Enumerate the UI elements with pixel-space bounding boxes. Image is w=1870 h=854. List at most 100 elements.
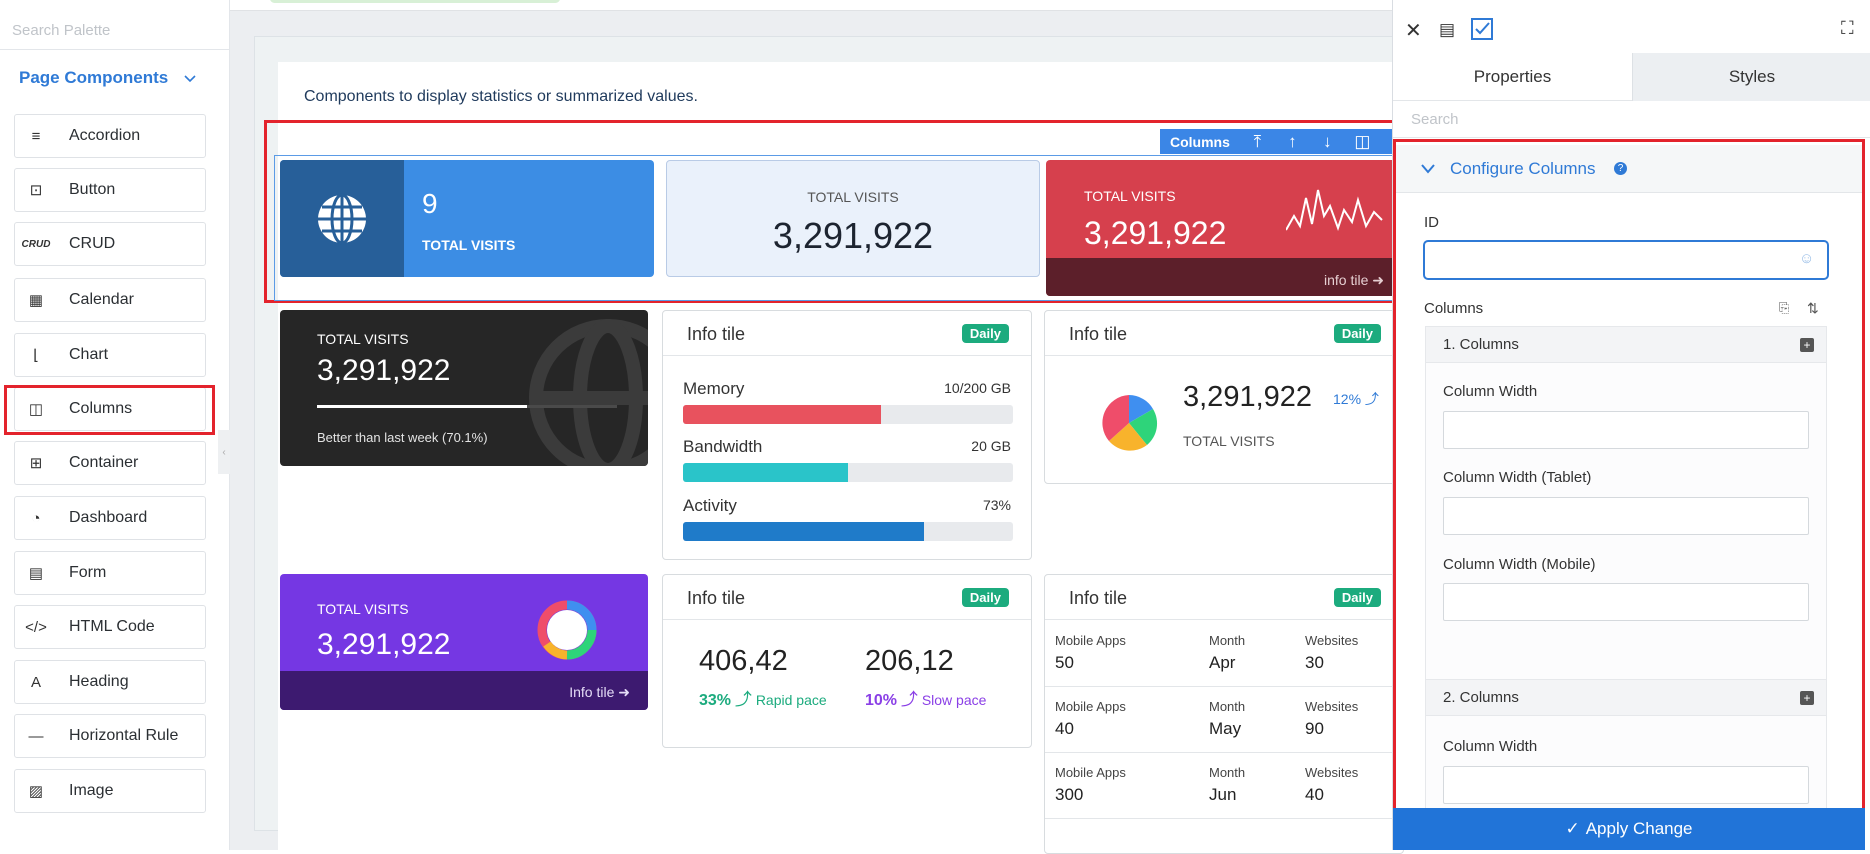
palette-item-heading[interactable]: A Heading — [14, 660, 206, 704]
palette-item-crud[interactable]: CRUD CRUD — [14, 222, 206, 266]
stat-value: 9 — [422, 188, 438, 219]
apply-change-button[interactable]: ✓ Apply Change — [1393, 808, 1865, 850]
footer-text: info tile — [1324, 272, 1369, 288]
palette-item-html-code[interactable]: </> HTML Code — [14, 605, 206, 649]
move-down-icon[interactable]: ↓ — [1323, 131, 1332, 151]
table-header: Month — [1209, 633, 1246, 648]
palette-item-horizontal-rule[interactable]: — Horizontal Rule — [14, 714, 206, 758]
column-width-input[interactable] — [1443, 766, 1809, 804]
info-card-progress[interactable]: Info tile Daily Memory 10/200 GB Bandwid… — [662, 310, 1032, 560]
table-header: Month — [1209, 765, 1246, 780]
progress-value: 10/200 GB — [944, 380, 1011, 396]
close-icon[interactable]: ✕ — [1405, 20, 1422, 42]
stat-tile-dark[interactable]: TOTAL VISITS 3,291,922 Better than last … — [280, 310, 648, 466]
tab-styles[interactable]: Styles — [1632, 53, 1870, 101]
palette-item-container[interactable]: ⊞ Container — [14, 441, 206, 485]
column-group-1: 1. Columns + Column Width Column Width (… — [1425, 326, 1827, 680]
info-card-pie[interactable]: Info tile Daily 3,291,922 TOTAL VISITS 1… — [1044, 310, 1404, 484]
move-up-icon[interactable]: ↑ — [1288, 131, 1297, 151]
sort-icon[interactable]: ⇅ — [1807, 300, 1819, 316]
column-group-header[interactable]: 1. Columns + — [1426, 327, 1826, 363]
columns-icon: ◫ — [28, 401, 44, 418]
arrow-circle-icon: ➜ — [618, 684, 630, 700]
palette-item-label: CRUD — [69, 235, 116, 252]
info-card-pace[interactable]: Info tile Daily 406,42 33% ⤴ Rapid pace … — [662, 574, 1032, 748]
column-width-tablet-input[interactable] — [1443, 497, 1809, 535]
table-row: Mobile Apps Month Websites 50 Apr 30 — [1045, 621, 1403, 687]
progress-bar — [317, 405, 617, 408]
palette-item-label: Accordion — [69, 127, 141, 144]
stat-label: TOTAL VISITS — [807, 189, 899, 205]
table-cell: 30 — [1305, 653, 1324, 672]
panel-tabs: Properties Styles — [1393, 53, 1870, 101]
help-icon[interactable]: ? — [1614, 162, 1627, 175]
tab-properties[interactable]: Properties — [1393, 53, 1632, 101]
table-header: Websites — [1305, 699, 1359, 714]
palette-item-label: Image — [69, 782, 114, 799]
card-header: Info tile Daily — [1045, 311, 1403, 356]
stat-value: 3,291,922 — [1183, 381, 1313, 413]
fullscreen-icon[interactable]: ⛶ — [1841, 18, 1854, 38]
checkbox-checked-icon[interactable] — [1471, 18, 1493, 46]
tile-footer-link[interactable]: info tile ➜ — [1324, 272, 1384, 289]
configure-columns-header[interactable]: Configure Columns ? — [1396, 145, 1864, 193]
progress-value: 20 GB — [971, 438, 1011, 454]
column-group-title: 2. Columns — [1443, 689, 1519, 706]
calendar-icon: ▦ — [28, 292, 44, 309]
table-header: Websites — [1305, 633, 1359, 648]
palette-item-label: Form — [69, 564, 107, 581]
column-width-input[interactable] — [1443, 411, 1809, 449]
daily-badge: Daily — [961, 324, 1009, 343]
table-header: Mobile Apps — [1055, 633, 1126, 648]
tile-footer — [280, 671, 648, 710]
palette-item-chart[interactable]: ⌊ Chart — [14, 333, 206, 377]
palette-search-input[interactable] — [0, 12, 229, 50]
card-title: Info tile — [1069, 324, 1128, 344]
column-width-mobile-input[interactable] — [1443, 583, 1809, 621]
field-label: Column Width — [1443, 738, 1538, 755]
columns-highlight-box — [4, 385, 215, 435]
image-icon: ▨ — [28, 783, 44, 800]
id-field[interactable] — [1423, 240, 1829, 280]
palette-item-dashboard[interactable]: ◔ Dashboard — [14, 496, 206, 540]
collapse-sidebar-handle[interactable]: ‹ — [218, 430, 230, 474]
stat-label: TOTAL VISITS — [422, 237, 516, 253]
user-lookup-icon[interactable]: ☺ — [1799, 250, 1815, 267]
plus-icon[interactable]: + — [1800, 338, 1814, 352]
pace-text: Rapid pace — [755, 692, 827, 708]
stat-tile-red[interactable]: TOTAL VISITS 3,291,922 info tile ➜ — [1046, 160, 1402, 296]
palette-item-accordion[interactable]: ≡ Accordion — [14, 114, 206, 158]
palette-item-image[interactable]: ▨ Image — [14, 769, 206, 813]
stat-tile-blue[interactable]: 9 TOTAL VISITS — [280, 160, 654, 277]
palette-item-button[interactable]: ⊡ Button — [14, 168, 206, 212]
columns-layout-icon[interactable]: ◫ — [1354, 131, 1371, 151]
info-card-table[interactable]: Info tile Daily Mobile Apps Month Websit… — [1044, 574, 1404, 854]
stat-tile-purple[interactable]: TOTAL VISITS 3,291,922 Info tile ➜ — [280, 574, 648, 710]
card-header: Info tile Daily — [663, 575, 1031, 620]
csv-icon[interactable]: ⎘ — [1779, 300, 1790, 315]
palette-section-title[interactable]: Page Components — [19, 68, 169, 87]
change-value: 12% — [1333, 391, 1362, 407]
sparkline-icon — [1286, 189, 1383, 232]
palette-item-label: Chart — [69, 346, 109, 363]
progress-bar — [683, 522, 1013, 541]
plus-icon[interactable]: + — [1800, 691, 1814, 705]
progress-label: Memory — [683, 379, 745, 398]
progress-fill — [683, 405, 881, 424]
palette-item-calendar[interactable]: ▦ Calendar — [14, 278, 206, 322]
heading-icon: A — [30, 673, 41, 691]
palette-item-form[interactable]: ▤ Form — [14, 551, 206, 595]
stat-tile-light[interactable]: TOTAL VISITS 3,291,922 — [666, 160, 1040, 277]
stat-label: TOTAL VISITS — [1183, 433, 1275, 449]
column-group-header[interactable]: 2. Columns + — [1426, 680, 1826, 716]
footer-text: Info tile — [569, 684, 615, 700]
field-label: Column Width (Tablet) — [1443, 469, 1592, 486]
palette-item-columns[interactable]: ◫ Columns — [14, 387, 206, 431]
properties-search-input[interactable] — [1393, 102, 1870, 138]
progress-fill — [683, 463, 848, 482]
chevron-down-icon[interactable] — [184, 72, 196, 84]
column-group-title: 1. Columns — [1443, 336, 1519, 353]
move-to-top-icon[interactable]: ⤒ — [1253, 131, 1262, 151]
tile-footer-link[interactable]: Info tile ➜ — [569, 684, 630, 701]
document-icon[interactable]: ▤ — [1439, 20, 1456, 39]
